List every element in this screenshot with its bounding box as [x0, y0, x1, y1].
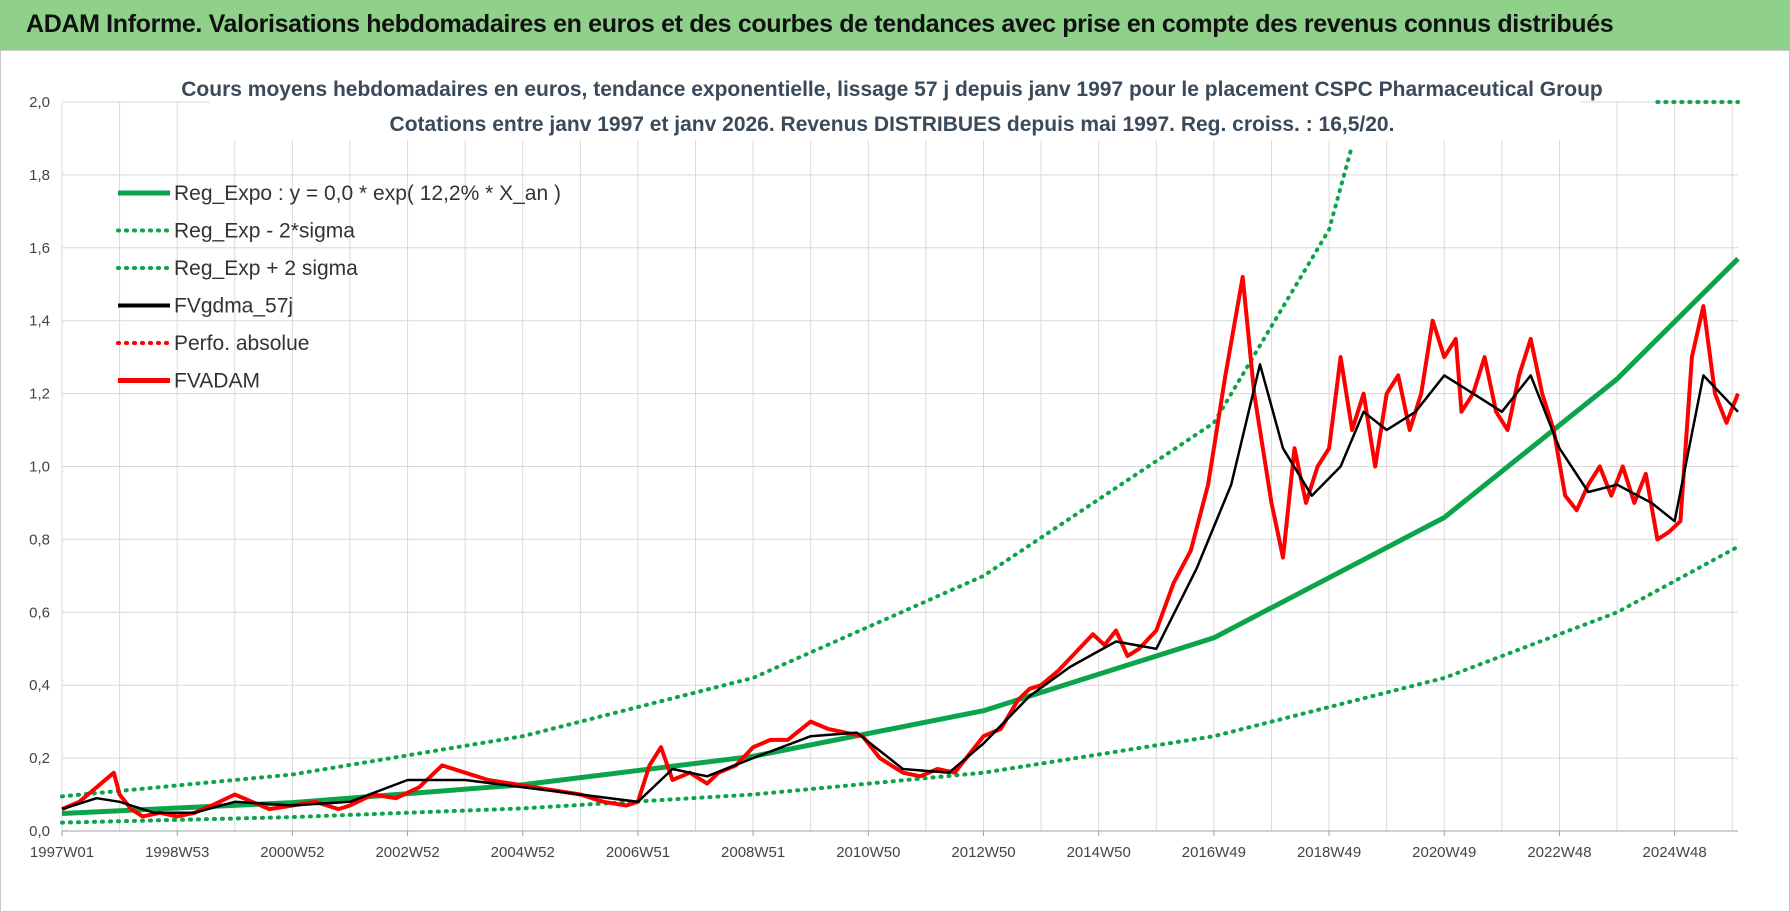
x-tick-label: 2012W50	[951, 844, 1015, 861]
y-tick-label: 0,4	[29, 677, 50, 694]
chart-title: Cours moyens hebdomadaires en euros, ten…	[181, 78, 1602, 101]
x-tick-label: 2022W48	[1527, 844, 1591, 861]
header-banner: ADAM Informe. Valorisations hebdomadaire…	[0, 0, 1790, 51]
legend-label-fv: FVADAM	[174, 370, 260, 393]
series-reg-minus-2sigma	[60, 544, 1740, 825]
x-tick-label: 2024W48	[1643, 844, 1707, 861]
legend-label-gdma: FVgdma_57j	[174, 295, 293, 318]
legend-label-plus: Reg_Exp + 2 sigma	[174, 257, 358, 280]
y-tick-label: 0,8	[29, 531, 50, 548]
y-tick-label: 1,8	[29, 167, 50, 184]
y-tick-label: 0,2	[29, 750, 50, 767]
x-tick-label: 2000W52	[260, 844, 324, 861]
series-fvgdma-57j	[61, 363, 1739, 815]
y-tick-label: 0,0	[29, 823, 50, 840]
chart-subtitle: Cotations entre janv 1997 et janv 2026. …	[390, 113, 1395, 136]
legend-label-minus: Reg_Exp - 2*sigma	[174, 220, 355, 243]
page-title: ADAM Informe. Valorisations hebdomadaire…	[26, 10, 1614, 38]
chart-axes: 0,0 0,2 0,4 0,6 0,8 1,0 1,2 1,4 1,6 1,8 2,0 1997W01…	[29, 94, 1738, 861]
x-tick-label: 2008W51	[721, 844, 785, 861]
x-tick-label: 2006W51	[606, 844, 670, 861]
y-tick-label: 1,6	[29, 240, 50, 257]
x-tick-label: 1998W53	[145, 844, 209, 861]
legend-label-reg: Reg_Expo : y = 0,0 * exp( 12,2% * X_an )	[174, 182, 561, 205]
x-tick-label: 2016W49	[1182, 844, 1246, 861]
y-tick-label: 1,4	[29, 313, 50, 330]
x-tick-label: 2018W49	[1297, 844, 1361, 861]
chart-series	[60, 100, 1740, 825]
series-reg-plus-2sigma	[60, 143, 1355, 799]
chart-grid	[61, 101, 1738, 832]
legend-label-perf: Perfo. absolue	[174, 332, 309, 355]
y-tick-label: 2,0	[29, 94, 50, 111]
x-tick-label: 1997W01	[30, 844, 94, 861]
x-tick-label: 2020W49	[1412, 844, 1476, 861]
x-tick-label: 2014W50	[1067, 844, 1131, 861]
y-tick-label: 1,2	[29, 386, 50, 403]
y-tick-label: 1,0	[29, 459, 50, 476]
chart-legend: Reg_Expo : y = 0,0 * exp( 12,2% * X_an )…	[116, 182, 561, 393]
x-tick-label: 2004W52	[491, 844, 555, 861]
series-fvadam	[61, 275, 1740, 819]
series-reg-expo	[61, 256, 1740, 816]
y-tick-label: 0,6	[29, 604, 50, 621]
chart-title-background	[210, 72, 1580, 140]
x-tick-label: 2002W52	[375, 844, 439, 861]
x-tick-label: 2010W50	[836, 844, 900, 861]
